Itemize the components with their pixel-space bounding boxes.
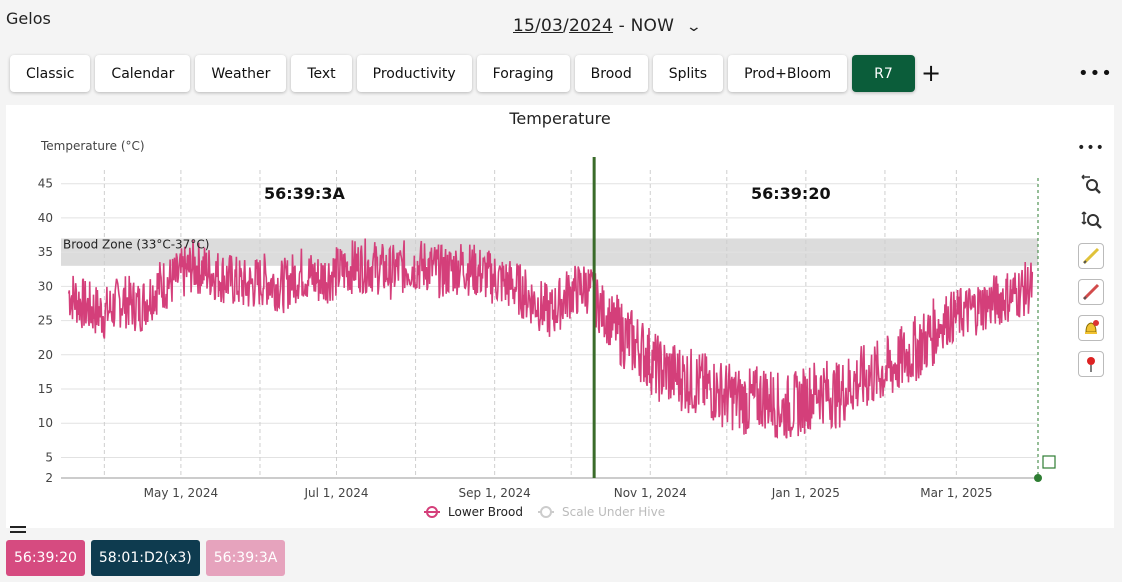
y-tick-label: 25 <box>38 314 53 328</box>
chart-more-icon[interactable]: ••• <box>1077 140 1105 156</box>
device-chip[interactable]: 58:01:D2(x3) <box>90 540 200 576</box>
x-tick-label: May 1, 2024 <box>144 486 218 500</box>
legend-scale-label: Scale Under Hive <box>562 505 665 519</box>
marker-label-before: 56:39:3A <box>264 184 345 203</box>
y-tick-label: 40 <box>38 211 53 225</box>
pin-icon[interactable] <box>1078 351 1104 377</box>
y-axis-label: Temperature (°C) <box>41 139 145 153</box>
app-title: Gelos <box>6 9 51 28</box>
more-options-icon[interactable]: ••• <box>1078 63 1113 84</box>
tab-calendar[interactable]: Calendar <box>95 55 191 92</box>
x-tick-label: Nov 1, 2024 <box>614 486 687 500</box>
tab-foraging[interactable]: Foraging <box>476 55 570 92</box>
zoom-horizontal-icon[interactable] <box>1078 171 1104 197</box>
x-tick-label: Jan 1, 2025 <box>771 486 840 500</box>
menu-icon[interactable] <box>10 526 26 536</box>
x-tick-label: Mar 1, 2025 <box>920 486 992 500</box>
legend-scale-marker <box>540 506 552 518</box>
y-tick-label: 15 <box>38 382 53 396</box>
alert-bell-icon[interactable] <box>1078 315 1104 341</box>
device-chip[interactable]: 56:39:20 <box>6 540 85 576</box>
tab-brood[interactable]: Brood <box>574 55 648 92</box>
view-tabs: Classic Calendar Weather Text Productivity Fo… <box>10 55 915 92</box>
marker-label-after: 56:39:20 <box>751 184 831 203</box>
device-chips: 56:39:20 58:01:D2(x3) 56:39:3A <box>6 540 286 576</box>
zoom-vertical-icon[interactable] <box>1078 207 1104 233</box>
legend-lower-brood-label: Lower Brood <box>448 505 523 519</box>
x-tick-label: Jul 1, 2024 <box>303 486 368 500</box>
tab-classic[interactable]: Classic <box>10 55 91 92</box>
y-tick-label: 45 <box>38 177 53 191</box>
date-range-label: 15/03/2024 - NOW <box>513 16 675 36</box>
tab-prod-bloom[interactable]: Prod+Bloom <box>728 55 848 92</box>
y-tick-label: 10 <box>38 416 53 430</box>
add-tab-button[interactable]: + <box>921 59 942 87</box>
tab-weather[interactable]: Weather <box>195 55 287 92</box>
x-tick-label: Sep 1, 2024 <box>459 486 531 500</box>
tab-productivity[interactable]: Productivity <box>356 55 472 92</box>
chevron-down-icon[interactable]: ⌄ <box>685 19 703 35</box>
temperature-chart: Temperature Temperature (°C) 2 5 10 15 20 25 3… <box>6 105 1114 528</box>
draw-marker-icon[interactable] <box>1078 279 1104 305</box>
series-lower-brood-line <box>593 261 1034 439</box>
date-range-picker[interactable]: 15/03/2024 - NOW ⌄ <box>513 16 703 36</box>
draw-line-icon[interactable] <box>1078 243 1104 269</box>
y-tick-label: 5 <box>45 450 53 464</box>
device-chip[interactable]: 56:39:3A <box>205 540 286 576</box>
y-tick-label: 35 <box>38 245 53 259</box>
tab-r7[interactable]: R7 <box>852 55 915 92</box>
tab-text[interactable]: Text <box>291 55 352 92</box>
series-lower-brood-line <box>67 238 595 339</box>
brood-zone-label: Brood Zone (33°C-37°C) <box>63 237 209 251</box>
tab-splits[interactable]: Splits <box>652 55 724 92</box>
now-dot <box>1034 474 1042 482</box>
y-tick-label: 20 <box>38 348 53 362</box>
y-tick-label: 2 <box>45 471 53 485</box>
now-marker-icon <box>1042 455 1056 469</box>
y-tick-label: 30 <box>38 279 53 293</box>
chart-title: Temperature <box>509 109 611 128</box>
chart-toolbar: ••• <box>1076 135 1106 387</box>
